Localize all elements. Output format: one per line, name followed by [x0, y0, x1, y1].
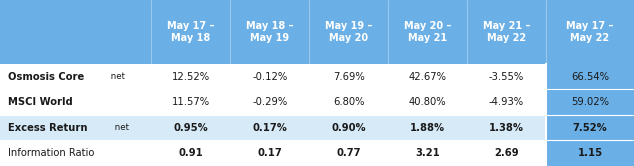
- Text: 0.90%: 0.90%: [332, 123, 366, 133]
- Text: May 17 –
May 18: May 17 – May 18: [167, 21, 214, 43]
- FancyBboxPatch shape: [0, 140, 546, 166]
- Text: Osmosis Core: Osmosis Core: [8, 72, 84, 82]
- Text: 3.21: 3.21: [415, 148, 440, 158]
- Text: 2.69: 2.69: [494, 148, 519, 158]
- Text: May 19 –
May 20: May 19 – May 20: [325, 21, 372, 43]
- Text: 0.77: 0.77: [337, 148, 361, 158]
- FancyBboxPatch shape: [546, 140, 634, 166]
- Text: 0.17: 0.17: [257, 148, 282, 158]
- FancyBboxPatch shape: [0, 115, 546, 140]
- Text: 1.38%: 1.38%: [489, 123, 524, 133]
- Text: -3.55%: -3.55%: [489, 72, 524, 82]
- Text: 11.57%: 11.57%: [172, 97, 210, 107]
- Text: May 21 –
May 22: May 21 – May 22: [483, 21, 530, 43]
- Text: Information Ratio: Information Ratio: [8, 148, 94, 158]
- Text: net: net: [112, 123, 129, 132]
- Text: 1.15: 1.15: [578, 148, 602, 158]
- Text: 40.80%: 40.80%: [409, 97, 446, 107]
- Text: net: net: [108, 72, 125, 81]
- FancyBboxPatch shape: [0, 64, 546, 89]
- Text: 66.54%: 66.54%: [571, 72, 609, 82]
- Text: 7.69%: 7.69%: [333, 72, 365, 82]
- FancyBboxPatch shape: [546, 89, 634, 115]
- Text: -0.12%: -0.12%: [252, 72, 287, 82]
- Text: 0.17%: 0.17%: [252, 123, 287, 133]
- Text: 42.67%: 42.67%: [408, 72, 446, 82]
- Text: 59.02%: 59.02%: [571, 97, 609, 107]
- Text: May 18 –
May 19: May 18 – May 19: [246, 21, 294, 43]
- Text: 6.80%: 6.80%: [333, 97, 365, 107]
- FancyBboxPatch shape: [0, 89, 546, 115]
- Text: -0.29%: -0.29%: [252, 97, 287, 107]
- Text: -4.93%: -4.93%: [489, 97, 524, 107]
- Text: May 20 –
May 21: May 20 – May 21: [404, 21, 451, 43]
- Text: May 17 –
May 22: May 17 – May 22: [566, 21, 614, 43]
- Text: Excess Return: Excess Return: [8, 123, 87, 133]
- FancyBboxPatch shape: [0, 0, 634, 64]
- Text: 12.52%: 12.52%: [172, 72, 210, 82]
- Text: 1.88%: 1.88%: [410, 123, 445, 133]
- Text: 0.95%: 0.95%: [174, 123, 209, 133]
- Text: 0.91: 0.91: [179, 148, 204, 158]
- Text: 7.52%: 7.52%: [573, 123, 607, 133]
- FancyBboxPatch shape: [546, 64, 634, 89]
- Text: MSCI World: MSCI World: [8, 97, 72, 107]
- FancyBboxPatch shape: [546, 115, 634, 140]
